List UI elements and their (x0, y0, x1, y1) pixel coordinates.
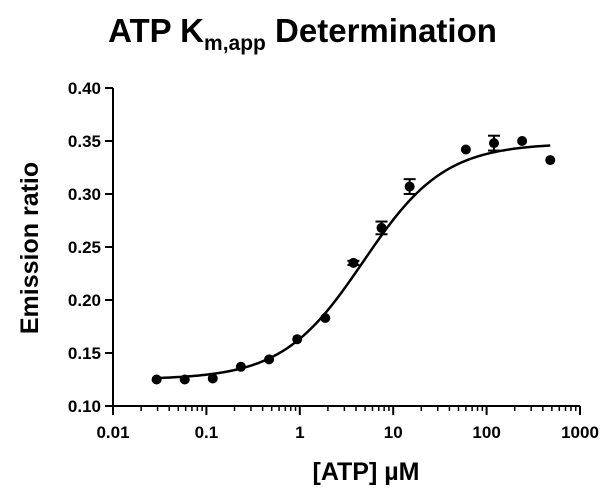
data-point (320, 313, 331, 324)
x-tick-label: 0.01 (96, 423, 129, 442)
data-point (460, 144, 471, 155)
data-point (545, 155, 556, 166)
y-tick-label: 0.25 (68, 238, 101, 257)
x-tick-label: 10 (384, 423, 403, 442)
y-tick-label: 0.30 (68, 185, 101, 204)
data-point (517, 136, 528, 146)
data-point (404, 181, 415, 192)
x-axis-label: [ATP] µM (313, 458, 420, 486)
data-point (207, 373, 218, 384)
y-tick-label: 0.35 (68, 132, 101, 151)
data-point (264, 354, 275, 365)
y-tick-label: 0.20 (68, 291, 101, 310)
data-point (348, 257, 359, 268)
data-point (179, 374, 190, 385)
x-tick-label: 1 (295, 423, 304, 442)
fit-curve-layer (156, 144, 551, 380)
data-point (376, 222, 387, 233)
y-tick-label: 0.10 (68, 397, 101, 416)
x-tick-label: 0.1 (195, 423, 219, 442)
data-point (488, 138, 499, 149)
y-tick-label: 0.15 (68, 344, 101, 363)
x-tick-label: 1000 (561, 423, 599, 442)
x-tick-label: 100 (472, 423, 500, 442)
y-tick-label: 0.40 (68, 79, 101, 98)
axes: 0.10 0.15 0.20 0.25 0.30 0.35 0.40 0.01 0.1 1 10 10… (68, 79, 599, 442)
data-point (151, 374, 162, 385)
data-point (235, 361, 246, 372)
data-points-layer (151, 134, 556, 385)
fit-curve (156, 144, 551, 380)
y-axis-label: Emission ratio (16, 162, 44, 334)
chart-title: ATP Km,app Determination (108, 12, 497, 55)
data-point (292, 334, 303, 345)
